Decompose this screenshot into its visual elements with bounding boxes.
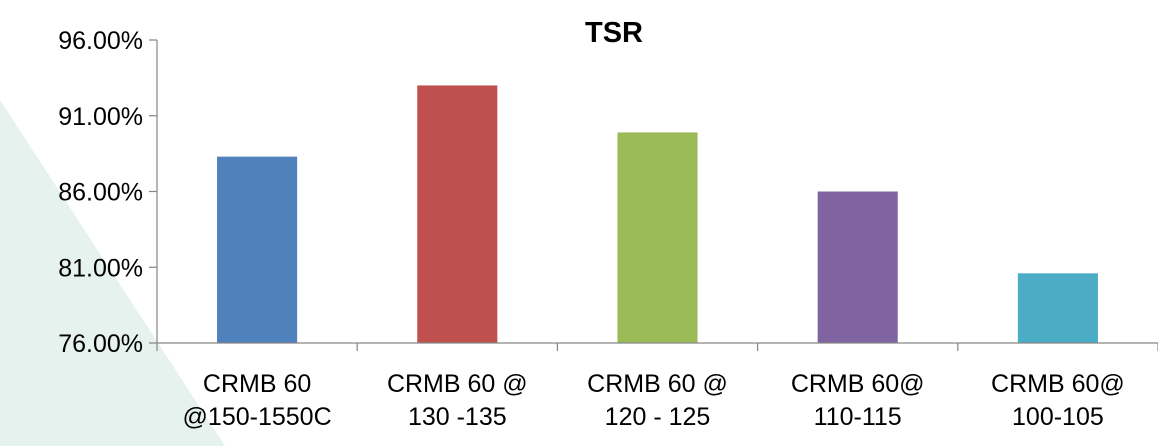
bar: [1017, 273, 1098, 343]
y-tick-label: 81.00%: [58, 254, 143, 282]
y-tick-label: 96.00%: [58, 27, 143, 55]
y-tick-label: 91.00%: [58, 103, 143, 131]
x-tick-label: CRMB 60@ 100-105: [991, 370, 1125, 431]
bar: [417, 85, 498, 343]
chart-title: TSR: [585, 17, 643, 49]
x-tick-label: CRMB 60 @150-1550C: [183, 370, 332, 431]
x-tick-label: CRMB 60@ 110-115: [791, 370, 925, 431]
bar: [817, 191, 898, 343]
y-tick-label: 76.00%: [58, 330, 143, 358]
bars: [217, 85, 1098, 343]
bar: [617, 132, 698, 343]
x-tick-label: CRMB 60 @130 -135: [387, 370, 528, 431]
x-axis: CRMB 60 @150-1550C CRMB 60 @130 -135 CRMB 6…: [156, 342, 1158, 431]
background-decoration: [0, 100, 225, 446]
y-tick-label: 86.00%: [58, 179, 143, 207]
y-axis: 76.00% 81.00% 86.00% 91.00% 96.00%: [58, 27, 158, 358]
x-tick-label: CRMB 60 @120 - 125: [587, 370, 728, 431]
bar: [217, 156, 298, 343]
